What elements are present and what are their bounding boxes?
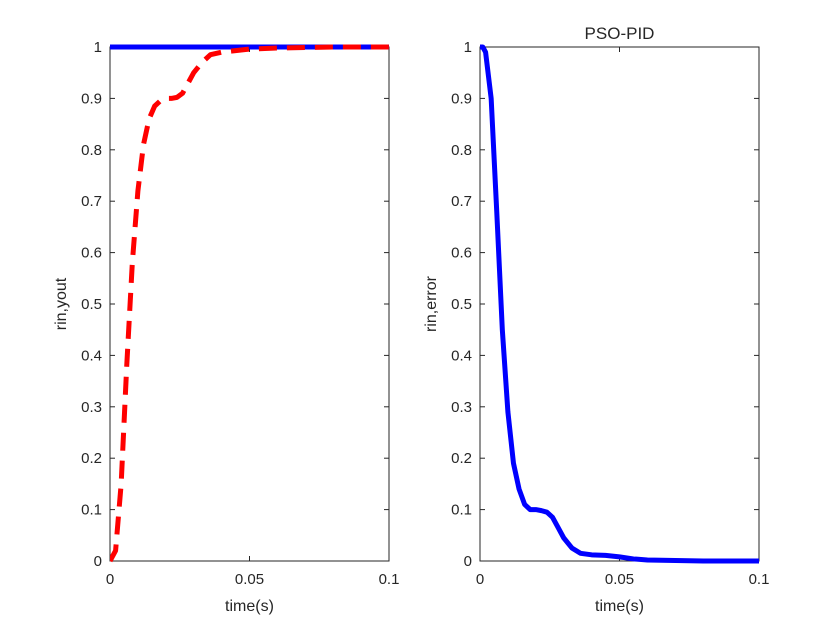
y-tick-label: 0 (94, 553, 102, 570)
x-axis-label: time(s) (595, 598, 644, 615)
plot-area (479, 46, 760, 562)
y-tick-label: 0.7 (451, 193, 472, 210)
y-tick-label: 0.4 (451, 347, 472, 364)
x-tick-label: 0.05 (605, 571, 634, 588)
y-axis-label: rin,error (423, 275, 440, 332)
y-tick-label: 0.2 (81, 450, 102, 467)
y-tick-label: 0.3 (451, 399, 472, 416)
y-tick-label: 0.6 (81, 245, 102, 262)
chart-title: PSO-PID (585, 24, 655, 43)
y-tick-label: 0.4 (81, 347, 102, 364)
chart-panel-1: 0 0.1 0.2 0.3 0.4 0.5 0.6 0.7 0.8 0.9 1 0 0.05 0.1 tim… (53, 39, 399, 615)
x-tick-label: 0.1 (379, 571, 400, 588)
series-line-1 (480, 44, 759, 564)
x-tick-label: 0 (476, 571, 484, 588)
y-tick-label: 0.7 (81, 193, 102, 210)
x-axis-label: time(s) (225, 598, 274, 615)
y-tick-label: 0.5 (451, 296, 472, 313)
x-tick-label: 0.05 (235, 571, 264, 588)
y-tick-label: 1 (94, 39, 102, 56)
y-tick-label: 0.8 (451, 142, 472, 159)
y-tick-label: 0.8 (81, 142, 102, 159)
series-line-2 (110, 44, 389, 563)
y-tick-label: 0.5 (81, 296, 102, 313)
chart-panel-2: 0 0.1 0.2 0.3 0.4 0.5 0.6 0.7 0.8 0.9 1 0 0.05 0.1 tim… (423, 24, 769, 615)
y-tick-label: 0.9 (451, 90, 472, 107)
y-tick-label: 0.2 (451, 450, 472, 467)
y-tick-label: 0.6 (451, 245, 472, 262)
y-tick-label: 0.3 (81, 399, 102, 416)
x-tick-label: 0 (106, 571, 114, 588)
y-tick-label: 0.9 (81, 90, 102, 107)
plot-area (109, 46, 390, 562)
y-tick-label: 0.1 (81, 502, 102, 519)
y-tick-label: 0.1 (451, 502, 472, 519)
y-tick-label: 1 (464, 39, 472, 56)
y-axis-label: rin,yout (53, 277, 70, 330)
y-tick-label: 0 (464, 553, 472, 570)
x-tick-label: 0.1 (749, 571, 770, 588)
